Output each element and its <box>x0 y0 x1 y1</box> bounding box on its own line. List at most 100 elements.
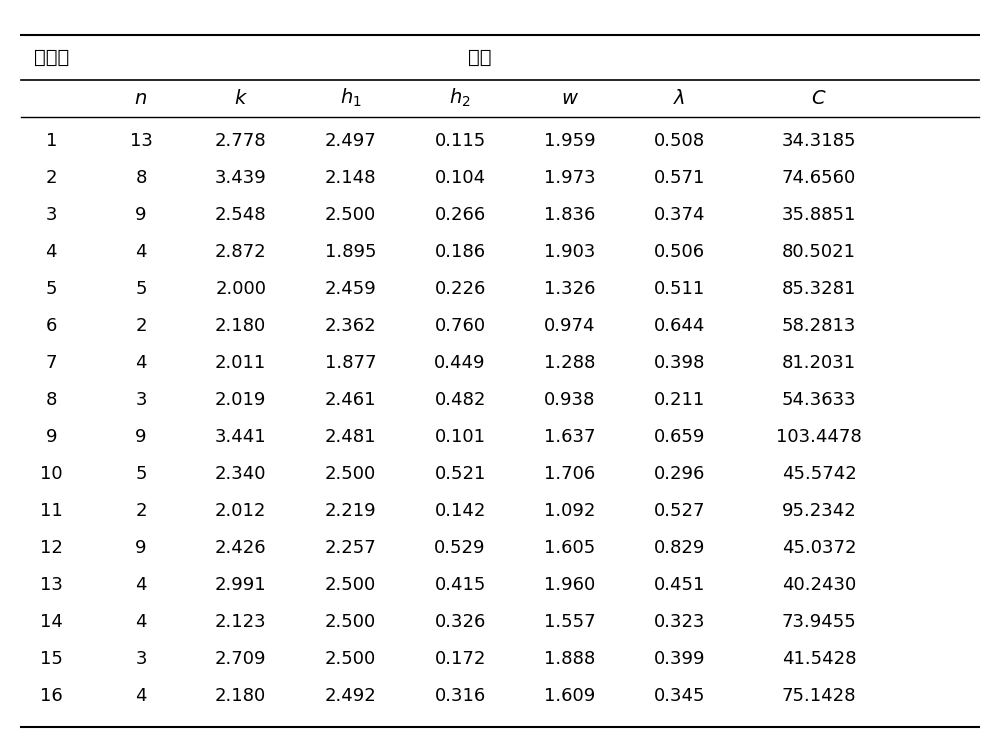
Text: 0.508: 0.508 <box>654 131 705 150</box>
Text: 4: 4 <box>46 243 57 261</box>
Text: 2.991: 2.991 <box>215 576 267 594</box>
Text: 3: 3 <box>135 391 147 409</box>
Text: $k$: $k$ <box>234 89 248 108</box>
Text: 0.345: 0.345 <box>654 686 705 704</box>
Text: 0.296: 0.296 <box>654 465 705 483</box>
Text: 41.5428: 41.5428 <box>782 650 856 668</box>
Text: $w$: $w$ <box>561 89 579 108</box>
Text: 54.3633: 54.3633 <box>782 391 856 409</box>
Text: $n$: $n$ <box>134 89 148 108</box>
Text: 0.115: 0.115 <box>434 131 486 150</box>
Text: 0.266: 0.266 <box>434 205 486 224</box>
Text: 1.609: 1.609 <box>544 686 595 704</box>
Text: 6: 6 <box>46 317 57 335</box>
Text: 16: 16 <box>40 686 63 704</box>
Text: 1.888: 1.888 <box>544 650 595 668</box>
Text: 9: 9 <box>135 539 147 557</box>
Text: 1.092: 1.092 <box>544 502 595 520</box>
Text: 2: 2 <box>46 169 57 187</box>
Text: 2: 2 <box>135 502 147 520</box>
Text: 2.497: 2.497 <box>325 131 376 150</box>
Text: 1.903: 1.903 <box>544 243 595 261</box>
Text: 0.316: 0.316 <box>434 686 486 704</box>
Text: 2.500: 2.500 <box>325 465 376 483</box>
Text: 10: 10 <box>40 465 63 483</box>
Text: 13: 13 <box>40 576 63 594</box>
Text: 2.500: 2.500 <box>325 576 376 594</box>
Text: 3: 3 <box>46 205 57 224</box>
Text: 2.548: 2.548 <box>215 205 267 224</box>
Text: 9: 9 <box>135 428 147 446</box>
Text: $h_1$: $h_1$ <box>340 87 361 109</box>
Text: 75.1428: 75.1428 <box>782 686 856 704</box>
Text: 58.2813: 58.2813 <box>782 317 856 335</box>
Text: 0.938: 0.938 <box>544 391 595 409</box>
Text: 0.521: 0.521 <box>434 465 486 483</box>
Text: 0.101: 0.101 <box>435 428 486 446</box>
Text: 9: 9 <box>46 428 57 446</box>
Text: 0.172: 0.172 <box>434 650 486 668</box>
Text: 12: 12 <box>40 539 63 557</box>
Text: 85.3281: 85.3281 <box>782 279 856 298</box>
Text: 4: 4 <box>135 353 147 372</box>
Text: 0.529: 0.529 <box>434 539 486 557</box>
Text: $C$: $C$ <box>811 89 827 108</box>
Text: 0.326: 0.326 <box>434 613 486 630</box>
Text: 0.659: 0.659 <box>654 428 705 446</box>
Text: 2.459: 2.459 <box>325 279 376 298</box>
Text: 1.895: 1.895 <box>325 243 376 261</box>
Text: 2.778: 2.778 <box>215 131 267 150</box>
Text: 15: 15 <box>40 650 63 668</box>
Text: 0.104: 0.104 <box>435 169 486 187</box>
Text: 0.644: 0.644 <box>654 317 705 335</box>
Text: 1.959: 1.959 <box>544 131 596 150</box>
Text: 0.571: 0.571 <box>654 169 705 187</box>
Text: 0.451: 0.451 <box>654 576 705 594</box>
Text: 1.836: 1.836 <box>544 205 595 224</box>
Text: 35.8851: 35.8851 <box>782 205 856 224</box>
Text: 1.637: 1.637 <box>544 428 596 446</box>
Text: 2.709: 2.709 <box>215 650 266 668</box>
Text: 2.011: 2.011 <box>215 353 266 372</box>
Text: 2.500: 2.500 <box>325 613 376 630</box>
Text: 74.6560: 74.6560 <box>782 169 856 187</box>
Text: 45.0372: 45.0372 <box>782 539 856 557</box>
Text: 7: 7 <box>46 353 57 372</box>
Text: $h_2$: $h_2$ <box>449 87 471 109</box>
Text: 3.439: 3.439 <box>215 169 267 187</box>
Text: 0.323: 0.323 <box>654 613 705 630</box>
Text: 2.481: 2.481 <box>325 428 376 446</box>
Text: 1.288: 1.288 <box>544 353 595 372</box>
Text: 1.973: 1.973 <box>544 169 596 187</box>
Text: 5: 5 <box>135 465 147 483</box>
Text: 结果: 结果 <box>468 48 492 66</box>
Text: 1.877: 1.877 <box>325 353 376 372</box>
Text: 103.4478: 103.4478 <box>776 428 862 446</box>
Text: 1.706: 1.706 <box>544 465 595 483</box>
Text: 81.2031: 81.2031 <box>782 353 856 372</box>
Text: 2.340: 2.340 <box>215 465 266 483</box>
Text: 2.000: 2.000 <box>215 279 266 298</box>
Text: 2.012: 2.012 <box>215 502 266 520</box>
Text: 0.226: 0.226 <box>434 279 486 298</box>
Text: 4: 4 <box>135 613 147 630</box>
Text: 2.257: 2.257 <box>325 539 376 557</box>
Text: 2.362: 2.362 <box>325 317 376 335</box>
Text: 2.426: 2.426 <box>215 539 267 557</box>
Text: 13: 13 <box>130 131 152 150</box>
Text: 5: 5 <box>135 279 147 298</box>
Text: 0.211: 0.211 <box>654 391 705 409</box>
Text: 0.511: 0.511 <box>654 279 705 298</box>
Text: 14: 14 <box>40 613 63 630</box>
Text: 2.461: 2.461 <box>325 391 376 409</box>
Text: 1.960: 1.960 <box>544 576 595 594</box>
Text: 0.829: 0.829 <box>654 539 705 557</box>
Text: 0.415: 0.415 <box>434 576 486 594</box>
Text: 4: 4 <box>135 686 147 704</box>
Text: 2.123: 2.123 <box>215 613 267 630</box>
Text: 73.9455: 73.9455 <box>782 613 856 630</box>
Text: 0.374: 0.374 <box>654 205 705 224</box>
Text: 40.2430: 40.2430 <box>782 576 856 594</box>
Text: 0.398: 0.398 <box>654 353 705 372</box>
Text: 0.506: 0.506 <box>654 243 705 261</box>
